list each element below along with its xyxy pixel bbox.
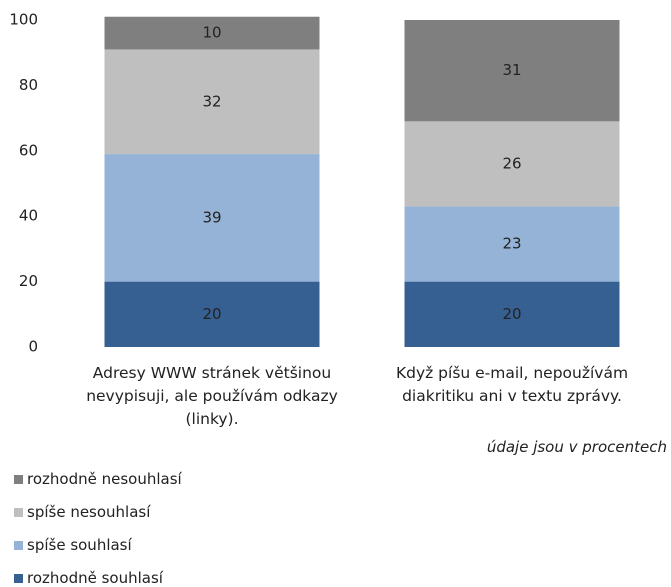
legend-entry: spíše souhlasí xyxy=(14,536,132,554)
data-label: 20 xyxy=(502,305,521,323)
data-label: 31 xyxy=(502,61,521,79)
y-tick-label: 40 xyxy=(19,207,38,225)
x-tick-label: Když píšu e-mail, nepoužívám diakritiku … xyxy=(395,364,629,405)
legend-entry: rozhodně nesouhlasí xyxy=(14,470,182,488)
legend-swatch xyxy=(14,474,23,484)
legend-label: spíše nesouhlasí xyxy=(27,503,151,521)
y-tick-label: 20 xyxy=(19,272,38,290)
bar-segment xyxy=(404,281,620,347)
y-tick-label: 100 xyxy=(9,11,38,29)
bar-segment xyxy=(404,206,620,282)
legend-label: spíše souhlasí xyxy=(27,536,132,554)
legend-swatch xyxy=(14,573,23,583)
data-label: 10 xyxy=(202,24,221,42)
bar-segment xyxy=(404,20,620,122)
legend-label: rozhodně nesouhlasí xyxy=(27,470,182,488)
bar-segment xyxy=(104,154,320,282)
legend-swatch xyxy=(14,507,23,517)
y-tick-label: 0 xyxy=(28,338,38,356)
legend-label: rozhodně souhlasí xyxy=(27,569,163,587)
legend-entry: rozhodně souhlasí xyxy=(14,569,163,587)
bar-segment xyxy=(104,16,320,50)
legend-swatch xyxy=(14,540,23,550)
data-label: 32 xyxy=(202,92,221,110)
x-tick-label: Adresy WWW stránek většinou nevypisuji, … xyxy=(86,364,338,428)
data-label: 26 xyxy=(502,154,521,172)
data-label: 39 xyxy=(202,208,221,226)
y-tick-label: 80 xyxy=(19,76,38,94)
y-tick-label: 60 xyxy=(19,141,38,159)
data-label: 23 xyxy=(502,234,521,252)
bar-segment xyxy=(104,49,320,155)
note: údaje jsou v procentech xyxy=(486,438,667,456)
data-label: 20 xyxy=(202,305,221,323)
bar-segment xyxy=(104,281,320,347)
legend-entry: spíše nesouhlasí xyxy=(14,503,150,521)
bar-segment xyxy=(404,121,620,207)
